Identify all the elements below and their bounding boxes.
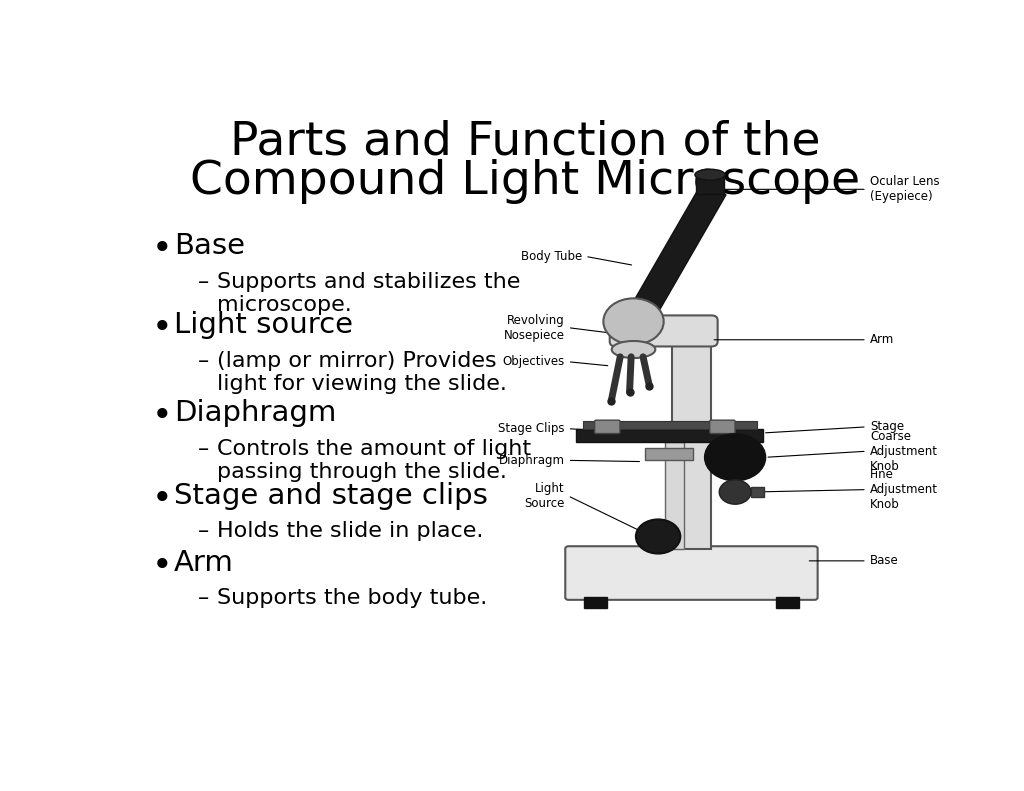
Text: –: – (198, 271, 209, 292)
Circle shape (603, 298, 664, 345)
Text: –: – (198, 521, 209, 541)
Text: •: • (152, 232, 172, 266)
Text: –: – (198, 439, 209, 459)
Text: Arm: Arm (870, 333, 894, 346)
Text: •: • (152, 399, 172, 433)
Text: Stage: Stage (870, 420, 904, 433)
Text: •: • (152, 549, 172, 583)
Bar (672, 342, 712, 549)
Text: Base: Base (870, 554, 899, 567)
Text: Fine
Adjustment
Knob: Fine Adjustment Knob (870, 468, 938, 511)
Bar (585, 597, 606, 608)
Polygon shape (628, 184, 726, 323)
Text: Controls the amount of light
passing through the slide.: Controls the amount of light passing thr… (217, 439, 531, 483)
Text: Stage Clips: Stage Clips (498, 422, 564, 435)
Circle shape (705, 434, 765, 480)
FancyBboxPatch shape (595, 420, 620, 433)
FancyBboxPatch shape (710, 420, 735, 433)
Circle shape (719, 480, 751, 504)
Text: •: • (152, 311, 172, 345)
Text: Light source: Light source (174, 311, 353, 339)
Text: (lamp or mirror) Provides
light for viewing the slide.: (lamp or mirror) Provides light for view… (217, 350, 507, 394)
FancyBboxPatch shape (565, 547, 817, 600)
Text: Revolving
Nosepiece: Revolving Nosepiece (504, 313, 564, 342)
Bar (577, 429, 763, 442)
Text: Parts and Function of the: Parts and Function of the (229, 119, 820, 165)
Ellipse shape (695, 169, 725, 180)
Text: Base: Base (174, 232, 245, 260)
Text: Body Tube: Body Tube (520, 250, 582, 263)
Text: Diaphragm: Diaphragm (499, 454, 564, 467)
Text: –: – (198, 589, 209, 608)
Text: Ocular Lens
(Eyepiece): Ocular Lens (Eyepiece) (870, 176, 940, 203)
Text: Light
Source: Light Source (524, 482, 564, 509)
Text: Holds the slide in place.: Holds the slide in place. (217, 521, 483, 541)
Bar (751, 487, 764, 497)
Bar (776, 597, 799, 608)
Bar (583, 422, 757, 429)
Bar (645, 448, 693, 460)
Text: Diaphragm: Diaphragm (174, 399, 337, 427)
Text: –: – (198, 350, 209, 371)
Text: Compound Light Microscope: Compound Light Microscope (189, 159, 860, 204)
FancyBboxPatch shape (609, 316, 718, 346)
Bar (666, 442, 684, 549)
Circle shape (636, 520, 680, 554)
Text: Stage and stage clips: Stage and stage clips (174, 482, 487, 509)
Ellipse shape (611, 341, 655, 358)
Text: Supports the body tube.: Supports the body tube. (217, 589, 487, 608)
Text: •: • (152, 482, 172, 516)
Text: Arm: Arm (174, 549, 233, 577)
Text: Objectives: Objectives (502, 355, 564, 368)
Bar (695, 175, 724, 195)
Text: Supports and stabilizes the
microscope.: Supports and stabilizes the microscope. (217, 271, 520, 315)
Text: Coarse
Adjustment
Knob: Coarse Adjustment Knob (870, 430, 938, 473)
